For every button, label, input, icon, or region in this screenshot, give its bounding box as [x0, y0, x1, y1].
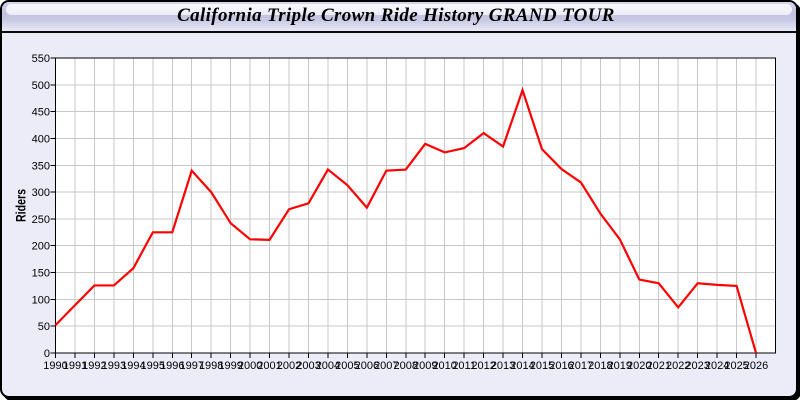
svg-text:2004: 2004 — [316, 360, 340, 372]
svg-text:2009: 2009 — [413, 360, 437, 372]
svg-text:1992: 1992 — [82, 360, 106, 372]
svg-text:2014: 2014 — [510, 360, 534, 372]
svg-text:2007: 2007 — [374, 360, 398, 372]
svg-text:2010: 2010 — [432, 360, 456, 372]
svg-text:1995: 1995 — [141, 360, 165, 372]
svg-text:2008: 2008 — [394, 360, 418, 372]
svg-text:0: 0 — [44, 348, 50, 360]
svg-text:2019: 2019 — [608, 360, 632, 372]
svg-text:1999: 1999 — [218, 360, 242, 372]
svg-text:2021: 2021 — [646, 360, 670, 372]
svg-text:1994: 1994 — [121, 360, 145, 372]
svg-text:2025: 2025 — [724, 360, 748, 372]
svg-text:2026: 2026 — [744, 360, 768, 372]
svg-text:2002: 2002 — [277, 360, 301, 372]
svg-text:2012: 2012 — [471, 360, 495, 372]
svg-text:250: 250 — [32, 214, 50, 226]
svg-text:2023: 2023 — [685, 360, 709, 372]
svg-text:1997: 1997 — [179, 360, 203, 372]
svg-text:200: 200 — [32, 241, 50, 253]
svg-text:450: 450 — [32, 107, 50, 119]
svg-text:150: 150 — [32, 268, 50, 280]
svg-text:2018: 2018 — [588, 360, 612, 372]
svg-text:50: 50 — [38, 321, 50, 333]
svg-text:2015: 2015 — [530, 360, 554, 372]
svg-text:2011: 2011 — [452, 360, 476, 372]
svg-text:1991: 1991 — [63, 360, 87, 372]
svg-text:2017: 2017 — [569, 360, 593, 372]
svg-text:2020: 2020 — [627, 360, 651, 372]
svg-text:300: 300 — [32, 187, 50, 199]
svg-text:2000: 2000 — [238, 360, 262, 372]
svg-text:2016: 2016 — [549, 360, 573, 372]
svg-text:2013: 2013 — [491, 360, 515, 372]
svg-text:Riders: Riders — [14, 189, 29, 222]
svg-text:100: 100 — [32, 294, 50, 306]
svg-text:400: 400 — [32, 133, 50, 145]
svg-text:2001: 2001 — [257, 360, 281, 372]
svg-text:2003: 2003 — [296, 360, 320, 372]
svg-text:1990: 1990 — [43, 360, 67, 372]
svg-text:2005: 2005 — [335, 360, 359, 372]
svg-text:1993: 1993 — [102, 360, 126, 372]
svg-text:2022: 2022 — [666, 360, 690, 372]
svg-text:350: 350 — [32, 160, 50, 172]
svg-text:2006: 2006 — [355, 360, 379, 372]
svg-text:1998: 1998 — [199, 360, 223, 372]
svg-text:1996: 1996 — [160, 360, 184, 372]
svg-text:2024: 2024 — [705, 360, 729, 372]
svg-text:500: 500 — [32, 80, 50, 92]
svg-text:550: 550 — [32, 53, 50, 65]
